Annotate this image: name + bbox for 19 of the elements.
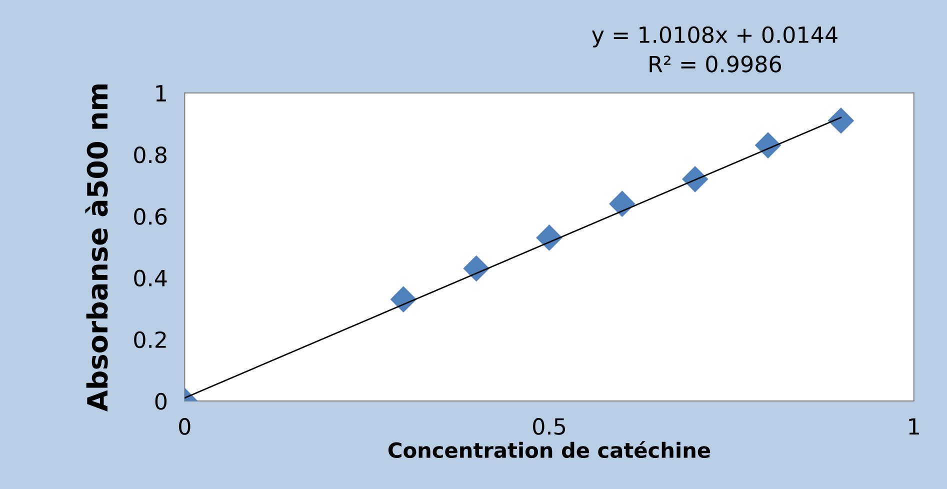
point: [536, 224, 562, 251]
point: [463, 255, 490, 282]
x-tick-label: 1: [909, 418, 919, 435]
y-tick-label: 1: [156, 85, 166, 102]
y-tick-label: 0: [155, 392, 167, 410]
x-tick-label: 0: [179, 418, 190, 435]
point: [682, 166, 708, 192]
x-axis-title: Concentration de catéchine: [388, 441, 710, 458]
y-tick-label: 0.4: [134, 270, 167, 287]
text: R² = 0.9986: [650, 56, 782, 72]
y-tick-label: 0.8: [134, 146, 166, 164]
text: y = 1.0108x + 0.0144: [592, 26, 838, 48]
y-axis-title: Absorbanse à500 nm: [85, 84, 108, 412]
point: [828, 107, 854, 134]
point: [390, 286, 417, 312]
y-tick-label: 0.6: [134, 208, 167, 225]
y-tick-label: 0.2: [134, 331, 166, 348]
x-tick-label: 0.5: [533, 418, 565, 435]
point: [609, 190, 636, 217]
